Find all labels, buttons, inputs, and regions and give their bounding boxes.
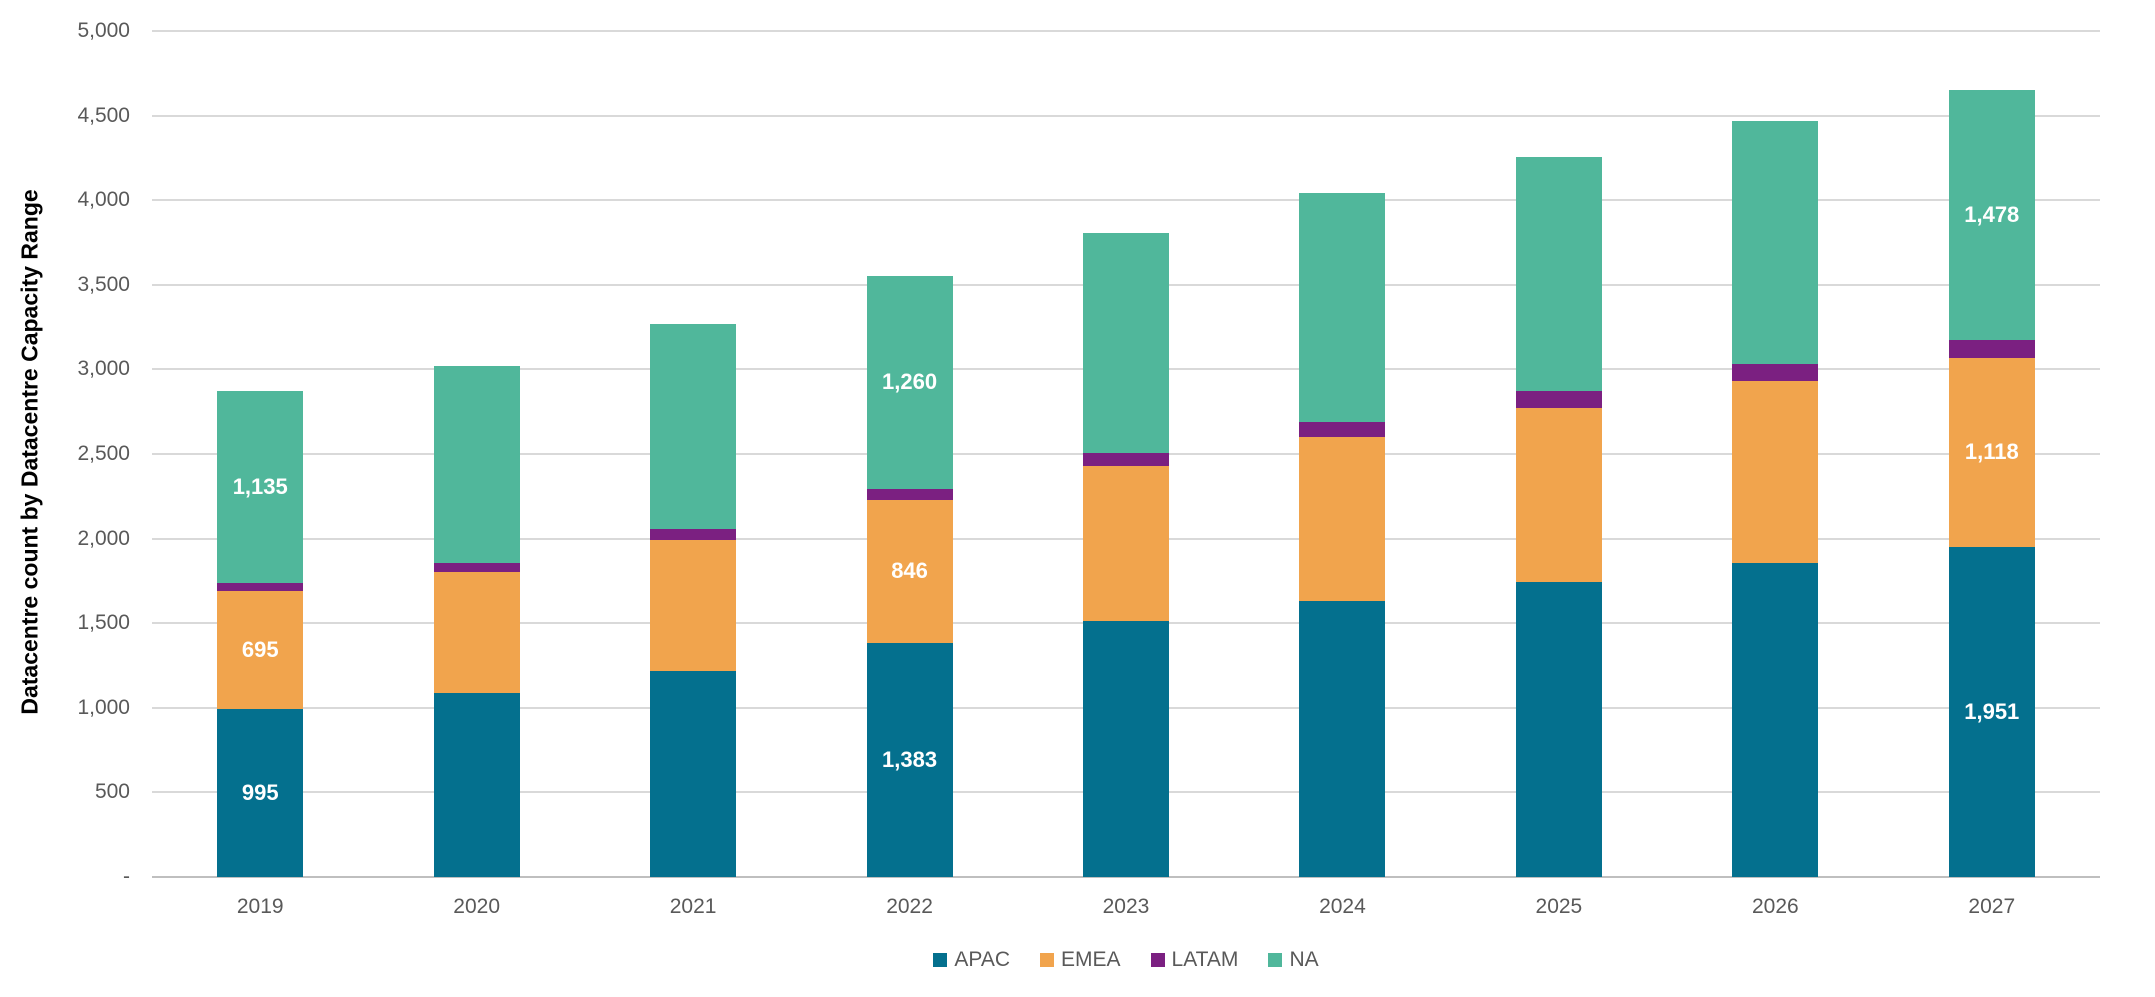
- legend-label: EMEA: [1061, 948, 1121, 971]
- bar-segment-latam-2025: [1515, 391, 1602, 408]
- x-tick-label-2019: 2019: [236, 895, 284, 918]
- bar-2024: [1299, 193, 1386, 877]
- bar-segment-na-2025: [1515, 156, 1602, 392]
- gridline-4500: [152, 114, 2100, 117]
- bar-segment-na-2019: 1,135: [217, 390, 304, 583]
- y-tick-label-1000: 1,000: [77, 695, 130, 719]
- bar-2022: 1,383 846 1,260: [866, 275, 953, 877]
- data-label-emea-2027: 1,118: [1964, 439, 2019, 465]
- x-tick-label-2022: 2022: [886, 895, 933, 918]
- bar-segment-na-2022: 1,260: [866, 275, 953, 489]
- bar-segment-emea-2022: 846: [866, 499, 953, 643]
- data-label-na-2027: 1,478: [1964, 201, 2020, 227]
- y-tick-label-2500: 2,500: [77, 442, 130, 465]
- bar-2019: 995 695 1,135: [217, 390, 304, 877]
- y-tick-label-4500: 4,500: [77, 103, 130, 127]
- bar-segment-latam-2021: [650, 528, 737, 540]
- x-axis-labels: 2019 2020 2021 2022 2023 2024 2025 2026 2027: [152, 895, 2100, 925]
- legend: APAC EMEA LATAM NA: [152, 948, 2100, 972]
- y-tick-label-4000: 4,000: [77, 188, 130, 212]
- bar-segment-apac-2022: 1,383: [866, 643, 953, 877]
- x-axis-line: [152, 876, 2100, 878]
- legend-label: NA: [1289, 948, 1319, 971]
- bar-segment-emea-2019: 695: [217, 591, 304, 709]
- bar-segment-apac-2020: [433, 692, 520, 877]
- data-label-apac-2027: 1,951: [1964, 698, 2020, 724]
- bar-segment-apac-2026: [1732, 562, 1819, 877]
- y-axis-tick-labels: - 500 1,000 1,500 2,000 2,500 3,000 3,500 4,000 4…: [0, 0, 130, 997]
- bar-2023: [1083, 232, 1169, 877]
- x-tick-label-2026: 2026: [1751, 895, 1799, 918]
- x-tick-label-2027: 2027: [1968, 895, 2016, 918]
- y-tick-label-1500: 1,500: [77, 611, 130, 635]
- bar-segment-latam-2024: [1299, 421, 1386, 437]
- x-tick-label-2023: 2023: [1102, 895, 1150, 918]
- legend-swatch-icon: [933, 953, 948, 967]
- legend-label: APAC: [954, 948, 1011, 971]
- y-tick-label-5000: 5,000: [77, 19, 130, 42]
- bar-segment-latam-2020: [433, 562, 520, 572]
- legend-item-latam: LATAM: [1150, 948, 1239, 972]
- legend-swatch-icon: [1040, 953, 1055, 967]
- data-label-apac-2019: 995: [241, 779, 279, 805]
- bar-segment-na-2020: [433, 366, 520, 563]
- bar-segment-latam-2027: [1948, 339, 2035, 358]
- bar-2025: [1515, 156, 1602, 877]
- gridline-5000: [152, 30, 2100, 32]
- bar-2027: 1,951 1,118 1,478: [1948, 89, 2035, 877]
- bar-segment-apac-2023: [1083, 621, 1169, 877]
- x-tick-label-2020: 2020: [453, 895, 501, 918]
- bar-2026: [1732, 121, 1819, 877]
- data-label-emea-2022: 846: [891, 558, 928, 584]
- x-tick-label-2021: 2021: [669, 895, 717, 918]
- y-tick-label-3500: 3,500: [77, 272, 130, 296]
- bar-segment-na-2027: 1,478: [1948, 89, 2035, 340]
- bar-segment-emea-2021: [650, 539, 737, 671]
- legend-item-na: NA: [1268, 948, 1319, 972]
- x-tick-label-2024: 2024: [1319, 895, 1366, 918]
- bar-2021: [650, 324, 737, 877]
- bar-segment-latam-2019: [217, 582, 304, 592]
- bar-segment-emea-2023: [1083, 466, 1169, 622]
- data-label-emea-2019: 695: [241, 636, 279, 662]
- bar-segment-emea-2025: [1515, 407, 1602, 582]
- legend-swatch-icon: [1150, 953, 1165, 967]
- bar-segment-emea-2024: [1299, 436, 1386, 601]
- bar-segment-latam-2026: [1732, 363, 1819, 381]
- bar-segment-apac-2025: [1515, 581, 1602, 877]
- legend-item-emea: EMEA: [1040, 948, 1121, 972]
- bar-2020: [433, 366, 520, 877]
- data-label-na-2019: 1,135: [232, 473, 288, 499]
- bar-segment-na-2024: [1299, 193, 1386, 422]
- data-label-apac-2022: 1,383: [882, 747, 938, 772]
- data-label-na-2022: 1,260: [882, 369, 938, 395]
- bar-segment-emea-2027: 1,118: [1948, 357, 2035, 547]
- bar-segment-na-2026: [1732, 121, 1819, 364]
- y-tick-label-0: -: [123, 865, 130, 888]
- bar-segment-latam-2023: [1083, 452, 1169, 467]
- gridline-4000: [152, 199, 2100, 202]
- bar-segment-apac-2024: [1299, 600, 1386, 877]
- bar-segment-na-2021: [650, 324, 737, 529]
- bar-segment-na-2023: [1083, 232, 1169, 453]
- legend-swatch-icon: [1268, 953, 1283, 967]
- y-tick-label-3000: 3,000: [77, 357, 130, 381]
- plot-area: 995 695 1,135 1,383 846 1,260 1,951 1,118 1,478: [152, 30, 2100, 878]
- x-tick-label-2025: 2025: [1535, 895, 1583, 918]
- bar-segment-apac-2027: 1,951: [1948, 546, 2035, 877]
- y-tick-label-500: 500: [94, 780, 130, 804]
- y-tick-label-2000: 2,000: [77, 526, 130, 550]
- bar-segment-apac-2021: [650, 670, 737, 877]
- legend-label: LATAM: [1171, 948, 1239, 971]
- bar-segment-emea-2026: [1732, 380, 1819, 563]
- legend-item-apac: APAC: [933, 948, 1010, 972]
- bar-segment-apac-2019: 995: [217, 708, 304, 877]
- bar-segment-emea-2020: [433, 571, 520, 693]
- bar-segment-latam-2022: [866, 488, 953, 500]
